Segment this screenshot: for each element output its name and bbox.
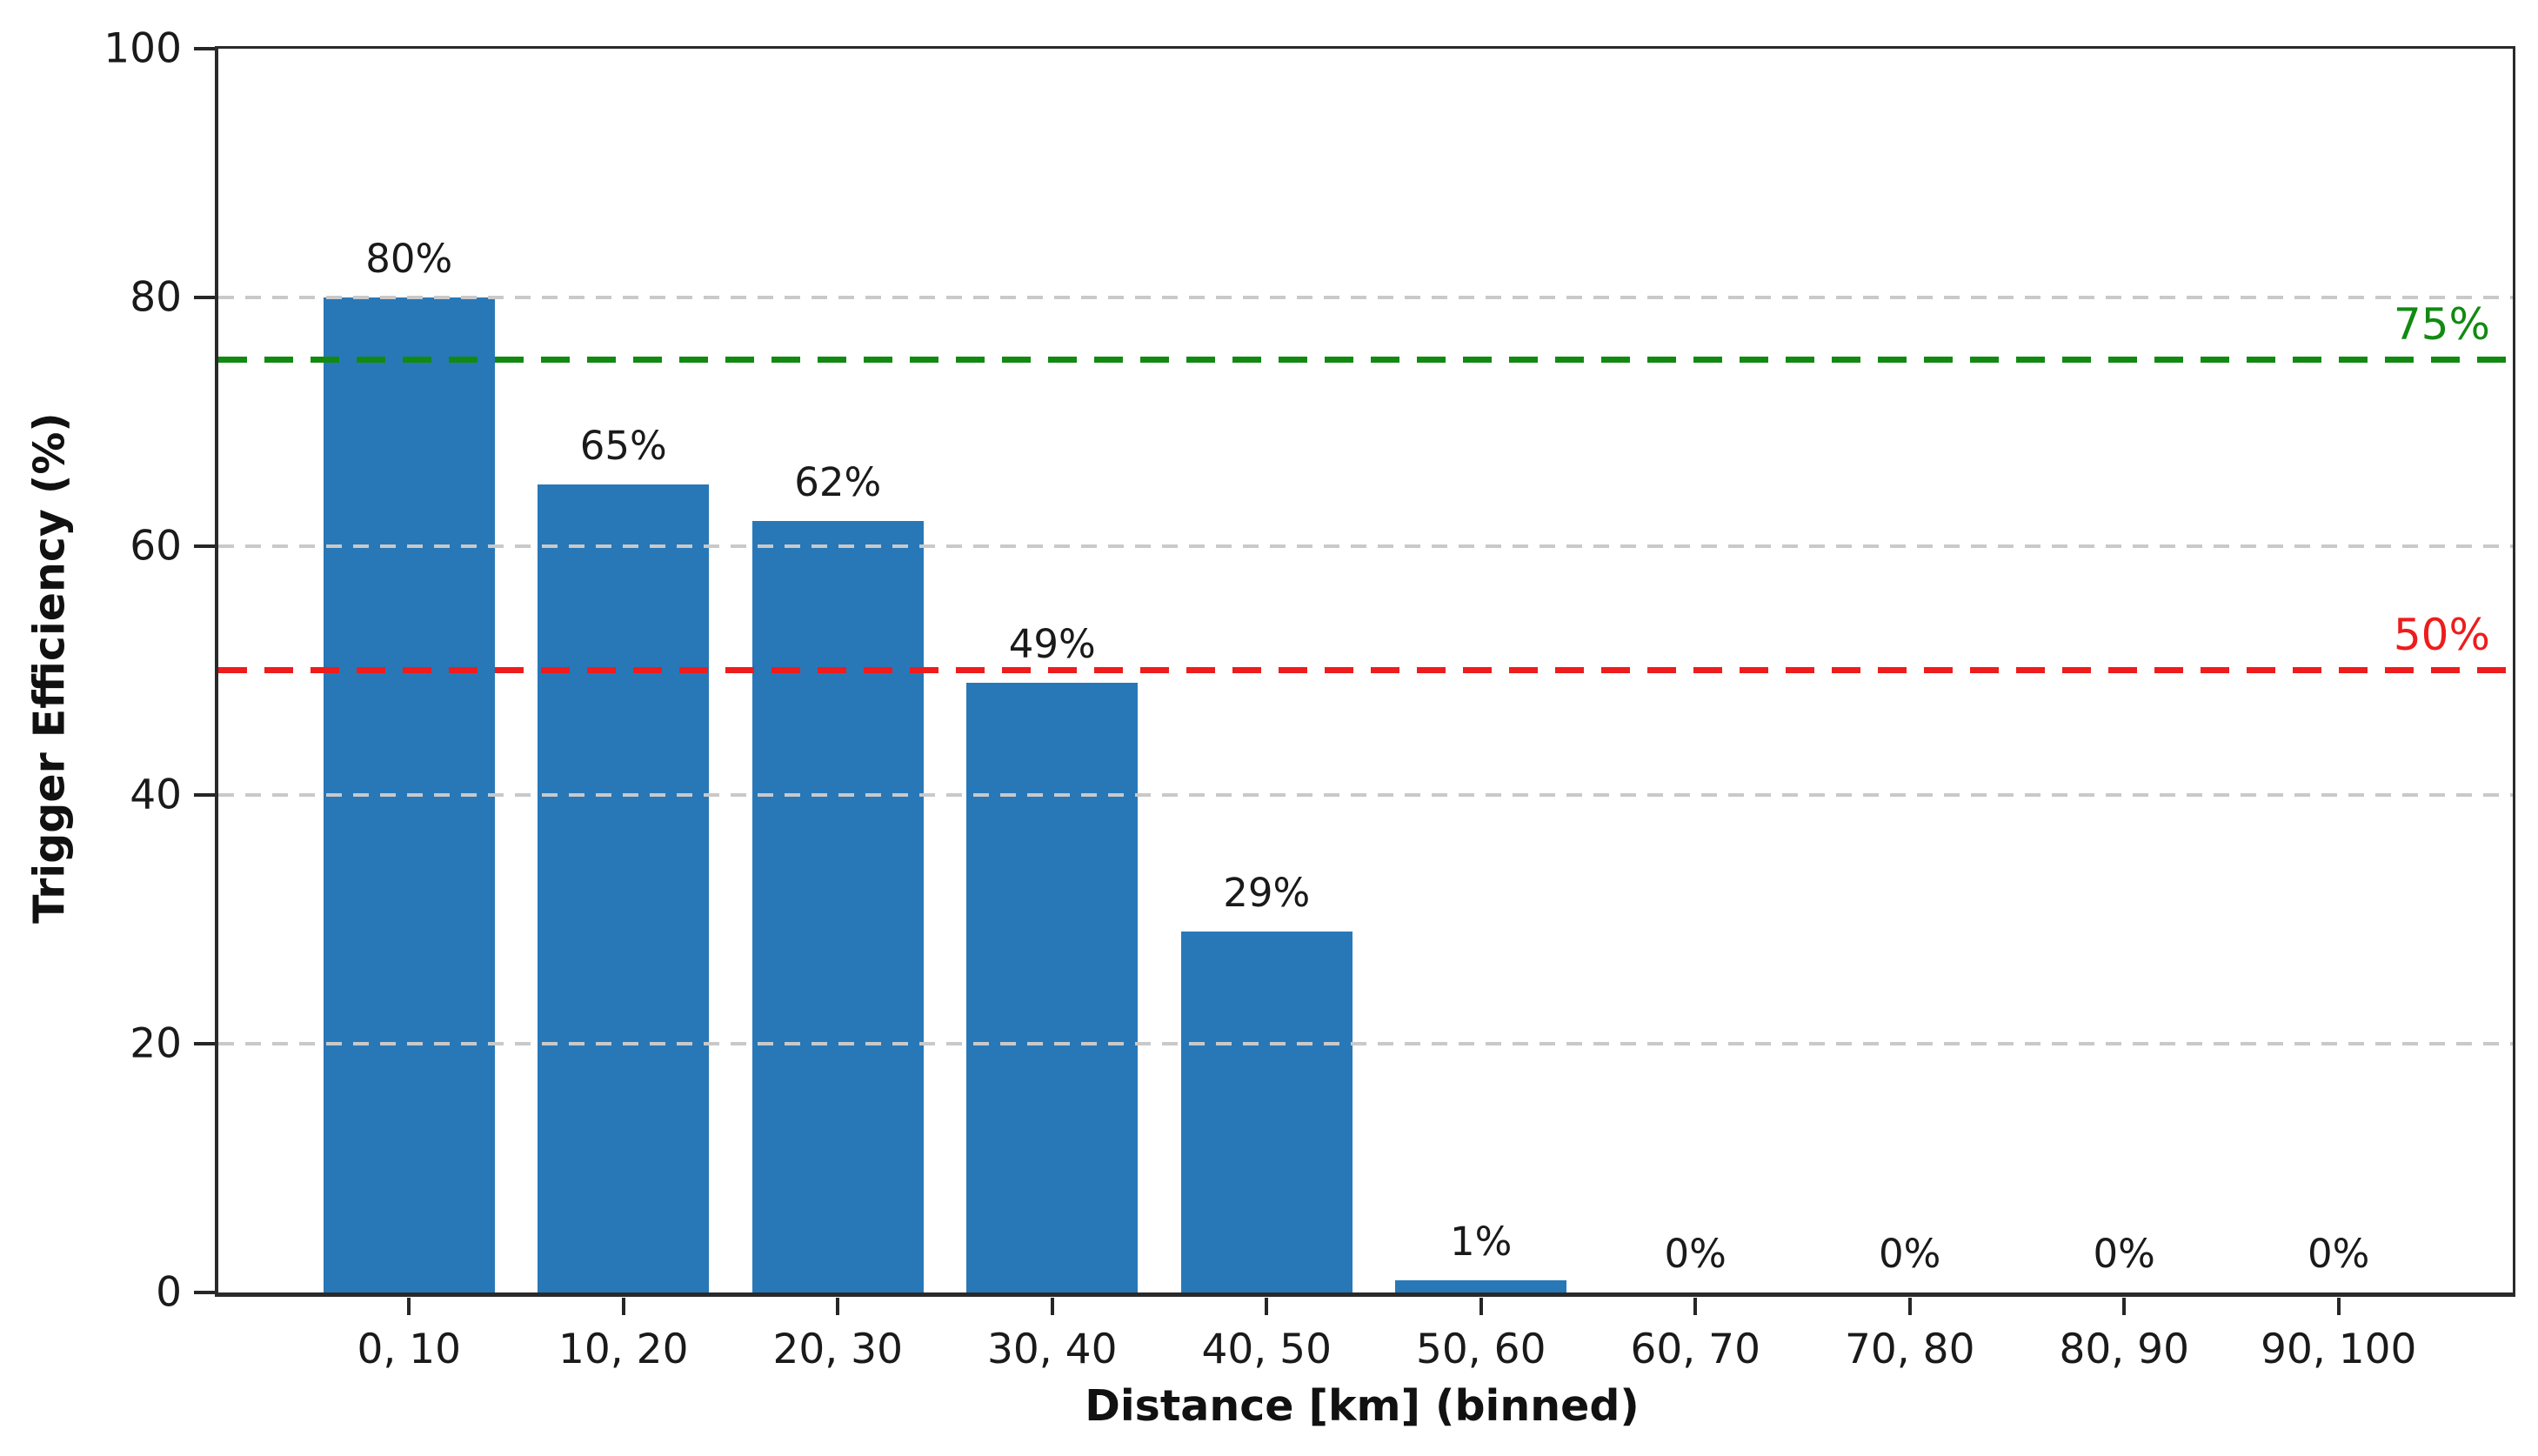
bar-slot: 62% 20, 30 xyxy=(731,49,945,1370)
x-axis-tick xyxy=(1907,1298,1912,1315)
y-axis-label: Trigger Efficiency (%) xyxy=(24,412,75,924)
reference-line-label: 50% xyxy=(2393,610,2490,660)
bar xyxy=(751,521,924,1292)
reference-line xyxy=(218,356,2513,363)
bar-value-label: 80% xyxy=(365,236,453,282)
bar-value-label: 49% xyxy=(1008,621,1096,668)
bar-value-label: 0% xyxy=(1664,1231,1727,1277)
bar-slot: 0% 60, 70 xyxy=(1588,49,1803,1370)
x-axis-tick xyxy=(2336,1298,2341,1315)
bar xyxy=(966,683,1139,1292)
x-axis-tick xyxy=(407,1298,411,1315)
x-axis-label: Distance [km] (binned) xyxy=(1085,1381,1640,1431)
x-tick-label: 90, 100 xyxy=(2261,1326,2417,1373)
x-axis-tick xyxy=(621,1298,625,1315)
y-axis-tick xyxy=(194,1042,215,1045)
bar-slot: 1% 50, 60 xyxy=(1374,49,1589,1370)
x-tick-label: 20, 30 xyxy=(772,1326,904,1373)
bar-value-label: 0% xyxy=(2093,1231,2155,1277)
gridline xyxy=(218,793,2513,797)
bar-slot: 0% 70, 80 xyxy=(1803,49,2018,1370)
x-tick-label: 50, 60 xyxy=(1416,1326,1546,1373)
x-tick-label: 0, 10 xyxy=(357,1326,462,1373)
x-axis-tick xyxy=(1693,1298,1698,1315)
bar xyxy=(538,484,710,1292)
bar-value-label: 65% xyxy=(579,422,667,469)
y-tick-label: 40 xyxy=(130,771,182,819)
y-tick-label: 20 xyxy=(130,1019,182,1068)
bar xyxy=(1180,932,1352,1292)
bar-value-label: 0% xyxy=(2308,1231,2370,1277)
y-axis-tick xyxy=(194,793,215,797)
y-tick-label: 80 xyxy=(130,273,182,322)
x-tick-label: 10, 20 xyxy=(558,1326,689,1373)
reference-line-label: 75% xyxy=(2393,298,2490,350)
x-tick-label: 70, 80 xyxy=(1845,1326,1975,1373)
x-axis-tick xyxy=(1479,1298,1483,1315)
reference-line xyxy=(218,667,2513,673)
x-tick-label: 80, 90 xyxy=(2059,1326,2190,1373)
x-tick-label: 30, 40 xyxy=(987,1326,1118,1373)
x-axis-tick xyxy=(836,1298,840,1315)
bar-slot: 49% 30, 40 xyxy=(945,49,1160,1370)
gridline xyxy=(218,296,2513,299)
x-axis-tick xyxy=(1050,1298,1054,1315)
y-axis-tick xyxy=(194,47,215,50)
x-axis-tick xyxy=(2122,1298,2127,1315)
y-axis-tick xyxy=(194,1291,215,1294)
bar-value-label: 1% xyxy=(1450,1218,1513,1265)
bar-slot: 65% 10, 20 xyxy=(517,49,731,1370)
y-tick-label: 0 xyxy=(156,1268,182,1317)
y-axis-tick xyxy=(194,296,215,299)
bar xyxy=(1395,1279,1567,1292)
gridline xyxy=(218,544,2513,548)
x-tick-label: 60, 70 xyxy=(1630,1326,1761,1373)
y-tick-label: 60 xyxy=(130,522,182,571)
y-tick-label: 100 xyxy=(104,24,182,73)
bar-slot: 0% 90, 100 xyxy=(2232,49,2447,1370)
bar-slot: 0% 80, 90 xyxy=(2017,49,2232,1370)
bar-slot: 29% 40, 50 xyxy=(1159,49,1374,1370)
plot-area: 80% 0, 10 65% 10, 20 62% 20, 30 49% 30, 40 29% 40… xyxy=(104,29,2515,1370)
bar-value-label: 62% xyxy=(794,459,882,506)
bar-value-label: 29% xyxy=(1223,870,1311,917)
bar-value-label: 0% xyxy=(1879,1231,1941,1277)
x-axis-tick xyxy=(1265,1298,1269,1315)
x-tick-label: 40, 50 xyxy=(1201,1326,1332,1373)
gridline xyxy=(218,1042,2513,1045)
y-axis-tick xyxy=(194,544,215,548)
